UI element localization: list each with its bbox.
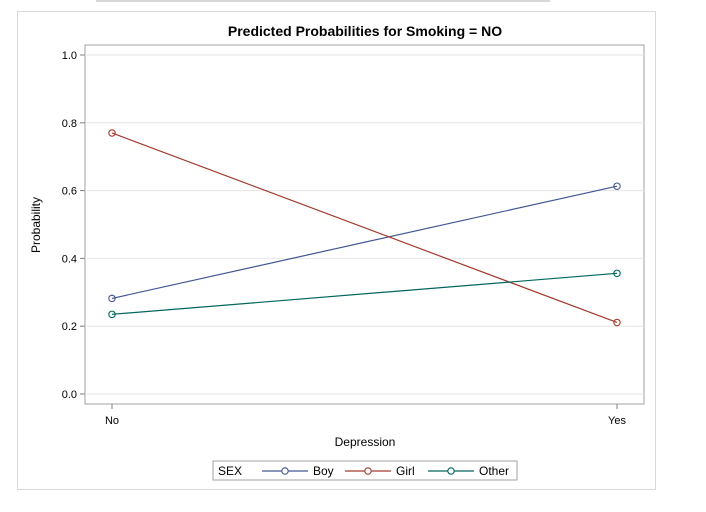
x-axis-label: Depression bbox=[335, 435, 396, 449]
window-scrollbar-edge bbox=[96, 0, 550, 2]
grid-lines bbox=[85, 54, 644, 395]
x-tick-label: Yes bbox=[608, 415, 626, 427]
data-point bbox=[613, 318, 621, 327]
legend-label: Girl bbox=[396, 464, 415, 478]
legend-marker bbox=[364, 467, 372, 475]
y-tick-label: 1.0 bbox=[62, 50, 77, 62]
y-tick-label: 0.6 bbox=[62, 186, 77, 198]
y-tick-label: 0.0 bbox=[62, 389, 77, 401]
y-tick-label: 0.8 bbox=[62, 118, 77, 130]
legend-label: Other bbox=[479, 464, 509, 478]
legend-title: SEX bbox=[218, 464, 242, 478]
y-tick-label: 0.4 bbox=[62, 253, 77, 265]
data-point bbox=[108, 294, 116, 303]
chart-frame bbox=[17, 11, 656, 490]
legend-item-other: Other bbox=[428, 464, 509, 478]
legend-marker bbox=[281, 467, 289, 475]
series-boy bbox=[108, 182, 621, 303]
chart-title: Predicted Probabilities for Smoking = NO bbox=[228, 23, 502, 39]
series-girl bbox=[108, 129, 621, 327]
series-other bbox=[108, 269, 621, 319]
plot-area bbox=[84, 44, 645, 405]
x-axis-ticks: No Yes bbox=[105, 404, 626, 427]
series-line bbox=[111, 272, 618, 315]
data-point bbox=[613, 269, 621, 278]
legend-item-boy: Boy bbox=[262, 464, 334, 478]
legend: SEX Boy Girl Other bbox=[212, 460, 518, 481]
x-tick-label: No bbox=[105, 415, 119, 427]
legend-item-girl: Girl bbox=[345, 464, 415, 478]
data-point bbox=[108, 310, 116, 319]
series-line bbox=[111, 185, 618, 299]
y-tick-label: 0.2 bbox=[62, 321, 77, 333]
legend-items: Boy Girl Other bbox=[262, 464, 509, 478]
legend-label: Boy bbox=[313, 464, 334, 478]
series-line bbox=[111, 132, 618, 324]
y-axis-label: Probability bbox=[29, 197, 43, 253]
legend-marker bbox=[447, 467, 455, 475]
series-layer bbox=[108, 129, 621, 327]
data-point bbox=[108, 129, 116, 137]
y-axis-ticks: 0.0 0.2 0.4 0.6 0.8 1.0 bbox=[62, 50, 85, 401]
data-point bbox=[613, 182, 621, 190]
